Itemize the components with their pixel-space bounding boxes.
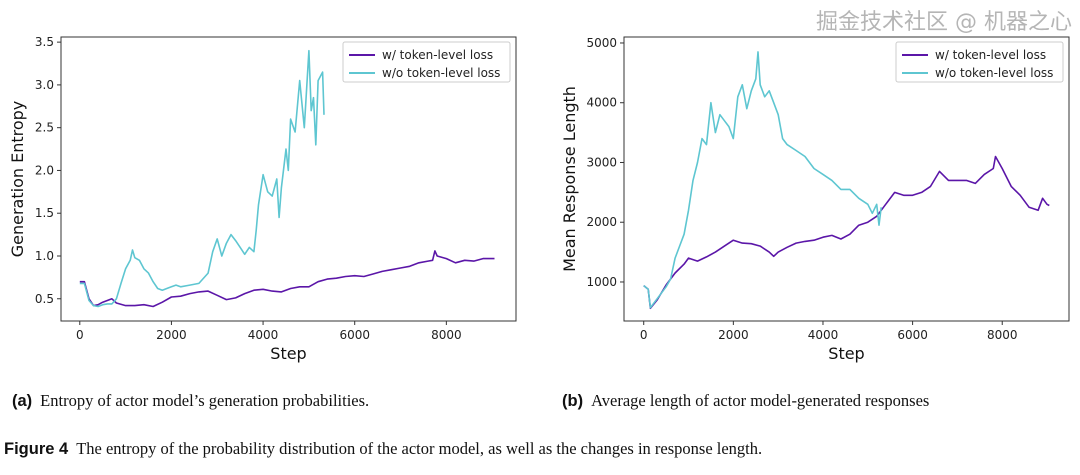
x-tick-label: 0	[640, 328, 648, 342]
y-tick-label: 1.0	[35, 249, 54, 263]
y-tick-label: 3.0	[35, 78, 54, 92]
y-tick-label: 2000	[586, 215, 617, 229]
series-line-without-token-loss	[643, 51, 882, 309]
legend-label: w/ token-level loss	[935, 48, 1046, 62]
y-tick-label: 0.5	[35, 292, 54, 306]
y-axis-label: Generation Entropy	[8, 101, 27, 258]
legend-box	[342, 41, 511, 83]
y-tick-label: 2.0	[35, 163, 54, 177]
series-line-without-token-loss	[79, 49, 325, 308]
legend-label: w/ token-level loss	[382, 48, 493, 62]
x-tick-label: 0	[76, 328, 84, 342]
figure-caption-text: The entropy of the probability distribut…	[76, 439, 763, 458]
subcaption-b-text: Average length of actor model-generated …	[591, 391, 930, 410]
y-tick-label: 4000	[586, 96, 617, 110]
subcaption-a-label: (a)	[12, 392, 33, 410]
figure-label: Figure 4	[4, 440, 69, 458]
x-tick-label: 6000	[339, 328, 370, 342]
entropy-chart: 0 2000 4000 6000 8000 0.5 1.0 1.5 2.0 2.5 3.0 3.5 St…	[8, 35, 517, 363]
plot-frame	[623, 36, 1070, 322]
figure-caption: Figure 4 The entropy of the probability d…	[4, 439, 762, 459]
y-tick-label: 3000	[586, 155, 617, 169]
x-axis-label: Step	[270, 344, 306, 363]
plot-frame	[60, 36, 517, 322]
x-tick-label: 6000	[897, 328, 928, 342]
subcaption-a-text: Entropy of actor model’s generation prob…	[40, 391, 370, 410]
y-tick-label: 3.5	[35, 35, 54, 49]
subcaption-b-label: (b)	[562, 392, 584, 410]
x-tick-label: 2000	[718, 328, 749, 342]
watermark: 掘金技术社区 @ 机器之心	[816, 10, 1072, 35]
y-tick-label: 2.5	[35, 121, 54, 135]
subcaption-b: (b) Average length of actor model-generat…	[562, 391, 929, 411]
subcaption-a: (a) Entropy of actor model’s generation p…	[12, 391, 369, 411]
y-tick-label: 5000	[586, 36, 617, 50]
x-tick-label: 4000	[248, 328, 279, 342]
y-tick-label: 1.5	[35, 206, 54, 220]
x-tick-label: 2000	[156, 328, 187, 342]
y-tick-label: 1000	[586, 275, 617, 289]
series-line-with-token-loss	[643, 155, 1050, 310]
response-length-chart: 0 2000 4000 6000 8000 1000 2000 3000 4000 5000 Ste…	[560, 36, 1070, 363]
legend-label: w/o token-level loss	[382, 66, 500, 80]
x-tick-label: 4000	[808, 328, 839, 342]
legend-box	[895, 41, 1064, 83]
y-axis-label: Mean Response Length	[560, 86, 579, 272]
series-line-with-token-loss	[79, 250, 495, 308]
legend-label: w/o token-level loss	[935, 66, 1053, 80]
x-tick-label: 8000	[987, 328, 1018, 342]
x-tick-label: 8000	[431, 328, 462, 342]
x-axis-label: Step	[828, 344, 864, 363]
